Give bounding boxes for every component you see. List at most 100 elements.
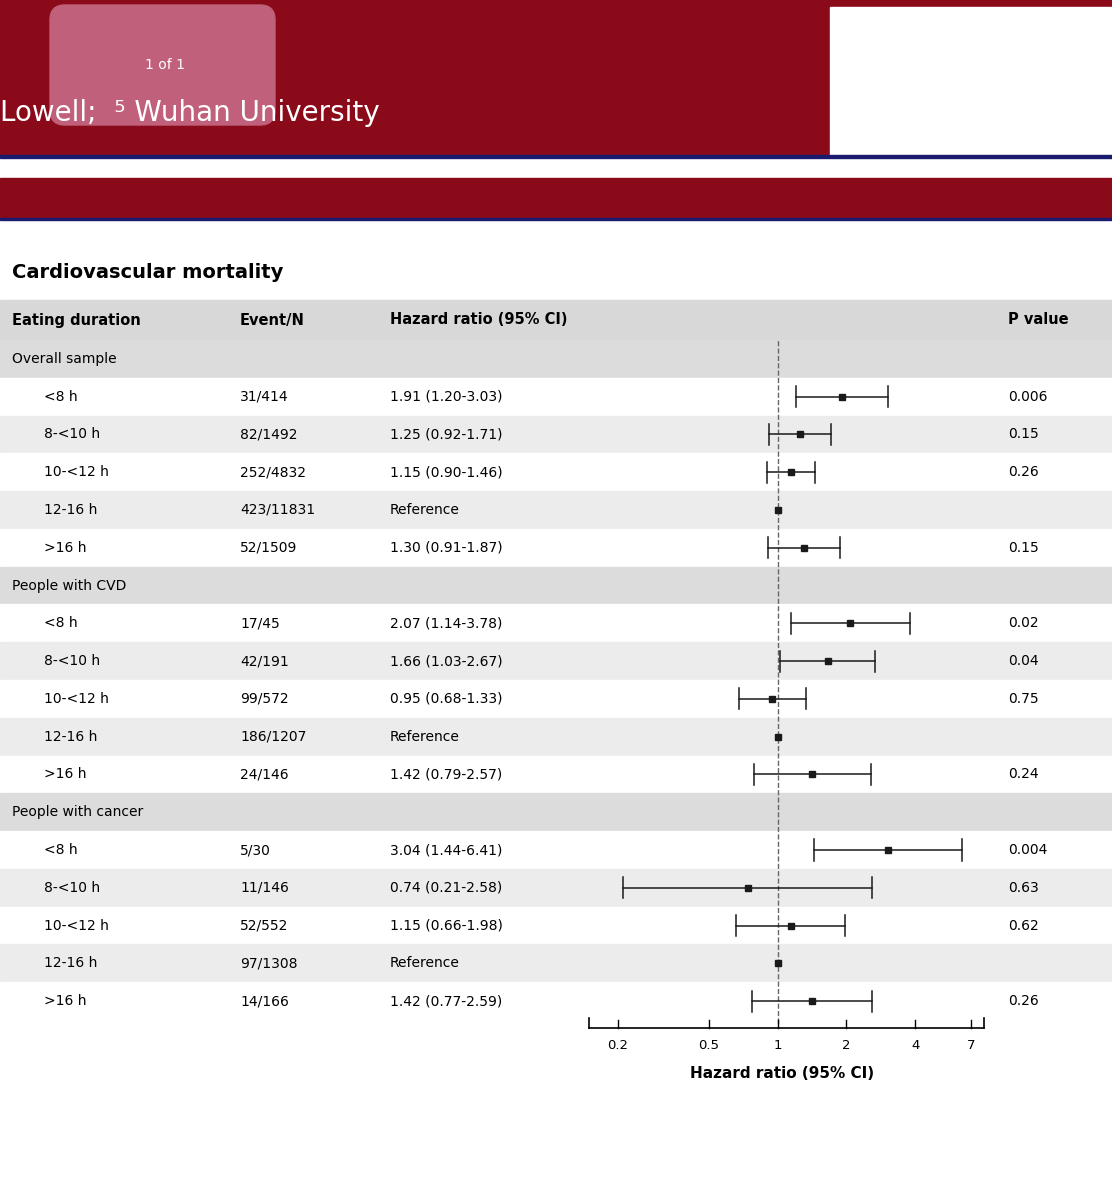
Text: 99/572: 99/572 bbox=[240, 692, 289, 706]
Bar bbox=[0, 567, 1112, 605]
Text: Reference: Reference bbox=[390, 730, 460, 744]
Text: <8 h: <8 h bbox=[44, 616, 78, 631]
Text: 2: 2 bbox=[842, 1039, 851, 1052]
Text: 1 of 1: 1 of 1 bbox=[145, 58, 185, 72]
Bar bbox=[0, 178, 1112, 218]
Text: >16 h: >16 h bbox=[44, 541, 87, 555]
Text: Hazard ratio (95% CI): Hazard ratio (95% CI) bbox=[390, 313, 567, 327]
Bar bbox=[0, 217, 1112, 220]
Bar bbox=[0, 156, 1112, 158]
Text: 10-<12 h: 10-<12 h bbox=[44, 919, 109, 933]
Bar bbox=[0, 794, 1112, 831]
Text: Cardiovascular mortality: Cardiovascular mortality bbox=[12, 262, 284, 281]
Bar bbox=[0, 300, 1112, 340]
Text: Lowell;  ⁵ Wuhan University: Lowell; ⁵ Wuhan University bbox=[0, 99, 379, 128]
Text: 1.66 (1.03-2.67): 1.66 (1.03-2.67) bbox=[390, 654, 503, 668]
Text: 1.42 (0.79-2.57): 1.42 (0.79-2.57) bbox=[390, 768, 503, 782]
Bar bbox=[0, 983, 1112, 1020]
Text: 423/11831: 423/11831 bbox=[240, 503, 315, 517]
Text: 0.5: 0.5 bbox=[698, 1039, 719, 1052]
Text: 0.15: 0.15 bbox=[1007, 541, 1039, 555]
Text: 17/45: 17/45 bbox=[240, 616, 280, 631]
Bar bbox=[0, 756, 1112, 794]
Bar bbox=[0, 416, 1112, 454]
Text: 12-16 h: 12-16 h bbox=[44, 730, 98, 744]
Text: 0.04: 0.04 bbox=[1007, 654, 1039, 668]
Text: 0.26: 0.26 bbox=[1007, 994, 1039, 1009]
Text: People with cancer: People with cancer bbox=[12, 805, 143, 820]
Text: 0.24: 0.24 bbox=[1007, 768, 1039, 782]
Bar bbox=[0, 378, 1112, 416]
Text: 1: 1 bbox=[773, 1039, 782, 1052]
Bar bbox=[0, 491, 1112, 529]
Bar bbox=[0, 0, 1112, 155]
Text: 1.30 (0.91-1.87): 1.30 (0.91-1.87) bbox=[390, 541, 503, 555]
Text: 0.62: 0.62 bbox=[1007, 919, 1039, 933]
Text: 52/1509: 52/1509 bbox=[240, 541, 297, 555]
Text: 1.25 (0.92-1.71): 1.25 (0.92-1.71) bbox=[390, 428, 503, 442]
Text: 52/552: 52/552 bbox=[240, 919, 288, 933]
Text: 8-<10 h: 8-<10 h bbox=[44, 428, 100, 442]
FancyBboxPatch shape bbox=[50, 5, 275, 125]
Text: 7: 7 bbox=[966, 1039, 975, 1052]
Text: 0.006: 0.006 bbox=[1007, 390, 1048, 404]
Text: 11/146: 11/146 bbox=[240, 881, 289, 895]
Text: 0.26: 0.26 bbox=[1007, 465, 1039, 479]
FancyBboxPatch shape bbox=[830, 7, 1112, 155]
Text: 1.15 (0.90-1.46): 1.15 (0.90-1.46) bbox=[390, 465, 503, 479]
Text: 3.04 (1.44-6.41): 3.04 (1.44-6.41) bbox=[390, 843, 503, 857]
Bar bbox=[0, 945, 1112, 983]
Text: Overall sample: Overall sample bbox=[12, 352, 117, 366]
Bar bbox=[0, 228, 1112, 1181]
Bar bbox=[0, 718, 1112, 756]
Bar bbox=[0, 340, 1112, 378]
Text: 0.15: 0.15 bbox=[1007, 428, 1039, 442]
Text: 4: 4 bbox=[911, 1039, 920, 1052]
Text: 1.42 (0.77-2.59): 1.42 (0.77-2.59) bbox=[390, 994, 503, 1009]
Text: 8-<10 h: 8-<10 h bbox=[44, 881, 100, 895]
Text: 186/1207: 186/1207 bbox=[240, 730, 307, 744]
Text: P value: P value bbox=[1007, 313, 1069, 327]
Text: 0.02: 0.02 bbox=[1007, 616, 1039, 631]
Text: 12-16 h: 12-16 h bbox=[44, 503, 98, 517]
Text: 82/1492: 82/1492 bbox=[240, 428, 298, 442]
Text: Event/N: Event/N bbox=[240, 313, 305, 327]
Text: Eating duration: Eating duration bbox=[12, 313, 141, 327]
Text: Reference: Reference bbox=[390, 503, 460, 517]
Text: <8 h: <8 h bbox=[44, 390, 78, 404]
Text: 1.15 (0.66-1.98): 1.15 (0.66-1.98) bbox=[390, 919, 503, 933]
Bar bbox=[0, 605, 1112, 642]
Text: >16 h: >16 h bbox=[44, 994, 87, 1009]
Text: 0.74 (0.21-2.58): 0.74 (0.21-2.58) bbox=[390, 881, 503, 895]
Text: Reference: Reference bbox=[390, 957, 460, 971]
Text: People with CVD: People with CVD bbox=[12, 579, 127, 593]
Text: 0.2: 0.2 bbox=[607, 1039, 628, 1052]
Text: 0.004: 0.004 bbox=[1007, 843, 1048, 857]
Text: Hazard ratio (95% CI): Hazard ratio (95% CI) bbox=[691, 1066, 874, 1081]
Text: 97/1308: 97/1308 bbox=[240, 957, 298, 971]
Text: 24/146: 24/146 bbox=[240, 768, 289, 782]
Text: 0.75: 0.75 bbox=[1007, 692, 1039, 706]
Bar bbox=[0, 642, 1112, 680]
Text: <8 h: <8 h bbox=[44, 843, 78, 857]
Text: 10-<12 h: 10-<12 h bbox=[44, 465, 109, 479]
Text: 0.95 (0.68-1.33): 0.95 (0.68-1.33) bbox=[390, 692, 503, 706]
Text: 12-16 h: 12-16 h bbox=[44, 957, 98, 971]
Bar bbox=[0, 454, 1112, 491]
Text: 10-<12 h: 10-<12 h bbox=[44, 692, 109, 706]
Text: 0.63: 0.63 bbox=[1007, 881, 1039, 895]
Text: 5/30: 5/30 bbox=[240, 843, 271, 857]
Text: 8-<10 h: 8-<10 h bbox=[44, 654, 100, 668]
Bar bbox=[0, 831, 1112, 869]
Bar bbox=[0, 907, 1112, 945]
Text: 14/166: 14/166 bbox=[240, 994, 289, 1009]
Text: 31/414: 31/414 bbox=[240, 390, 289, 404]
Text: 42/191: 42/191 bbox=[240, 654, 289, 668]
Text: >16 h: >16 h bbox=[44, 768, 87, 782]
Bar bbox=[0, 869, 1112, 907]
Text: 1.91 (1.20-3.03): 1.91 (1.20-3.03) bbox=[390, 390, 503, 404]
Bar bbox=[0, 680, 1112, 718]
Text: 252/4832: 252/4832 bbox=[240, 465, 306, 479]
Bar bbox=[0, 529, 1112, 567]
Text: 2.07 (1.14-3.78): 2.07 (1.14-3.78) bbox=[390, 616, 503, 631]
